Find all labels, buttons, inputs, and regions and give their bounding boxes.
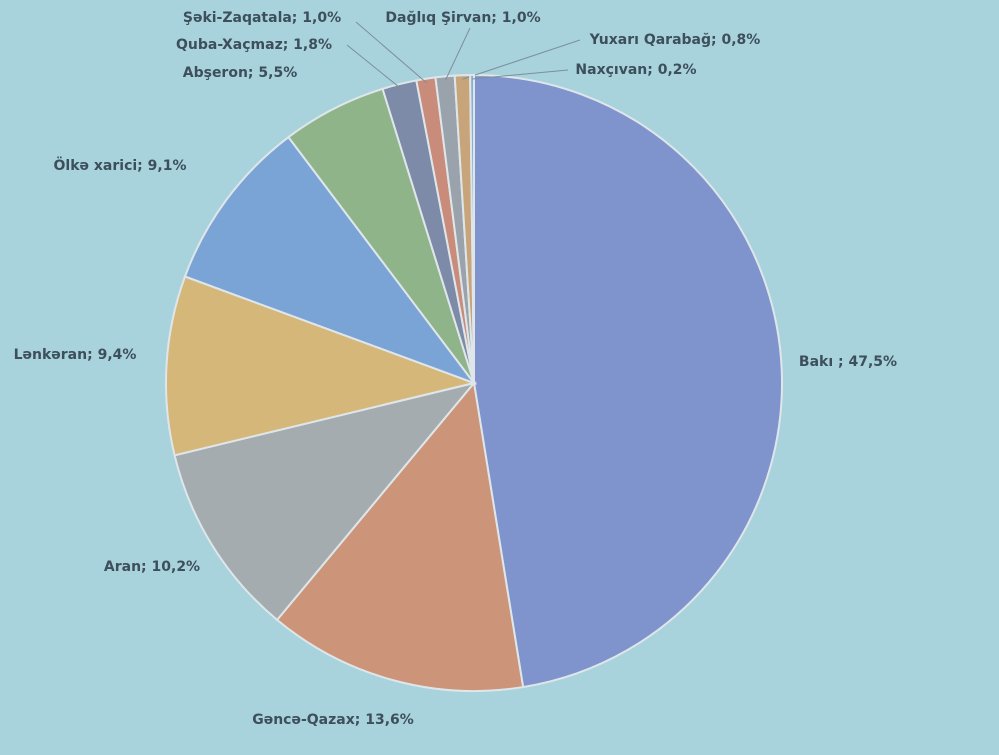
slice-label: Quba-Xaçmaz; 1,8% <box>176 37 332 53</box>
slice-label: Aran; 10,2% <box>104 559 200 575</box>
pie-slice <box>173 381 477 622</box>
leader-line <box>355 21 427 84</box>
leader-line <box>346 44 401 89</box>
pie-slice <box>165 275 478 457</box>
slice-label: Ölkə xarici; 9,1% <box>54 156 187 174</box>
slice-label: Yuxarı Qarabağ; 0,8% <box>589 32 761 48</box>
slice-label: Naxçıvan; 0,2% <box>575 62 696 78</box>
slice-label: Bakı ; 47,5% <box>799 354 897 370</box>
pie-slice <box>275 380 525 692</box>
slice-label: Lənkəran; 9,4% <box>14 347 137 363</box>
leader-line <box>444 27 471 81</box>
leader-line <box>472 69 569 80</box>
leader-line <box>462 39 581 80</box>
pie-slice <box>473 73 783 689</box>
pie-slice <box>469 73 475 384</box>
slice-label: Şəki-Zaqatala; 1,0% <box>183 10 341 26</box>
pie-slice <box>183 135 477 386</box>
slice-label: Gəncə-Qazax; 13,6% <box>252 712 414 728</box>
slice-label: Dağlıq Şirvan; 1,0% <box>385 10 540 26</box>
slice-label: Abşeron; 5,5% <box>183 65 297 81</box>
